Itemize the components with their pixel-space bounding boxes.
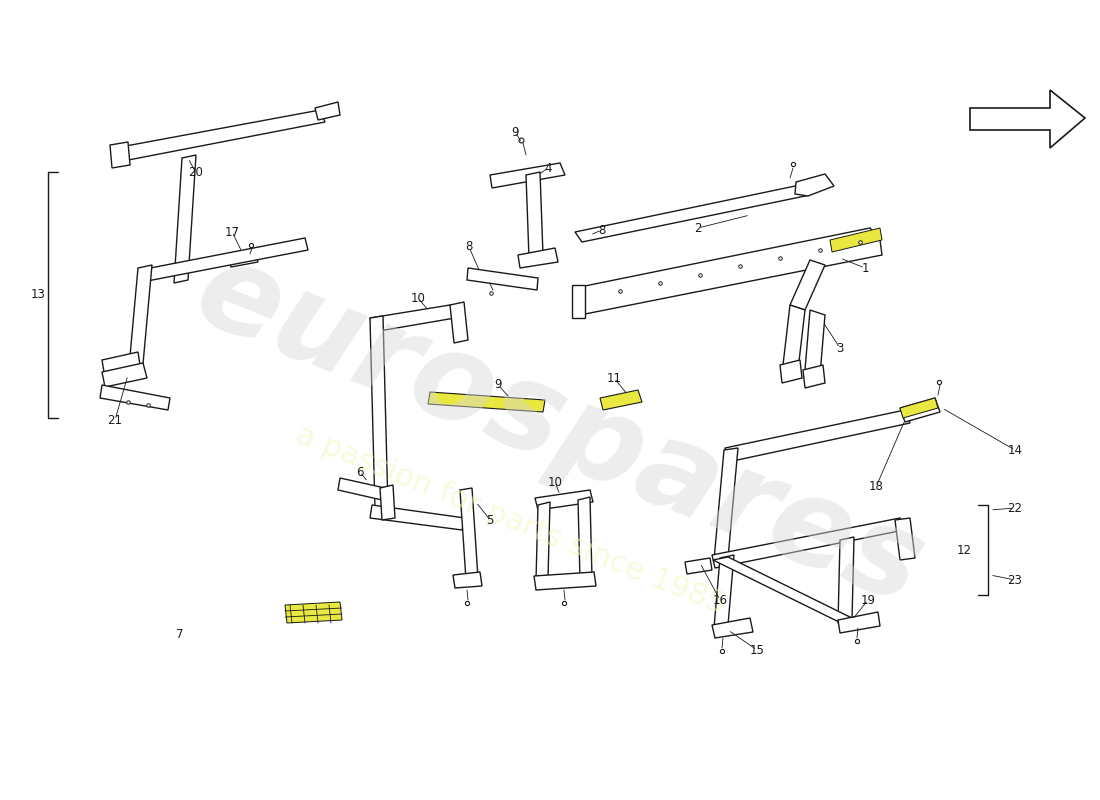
Polygon shape bbox=[575, 228, 882, 315]
Polygon shape bbox=[100, 385, 170, 410]
Polygon shape bbox=[315, 102, 340, 120]
Text: 7: 7 bbox=[176, 629, 184, 642]
Polygon shape bbox=[518, 248, 558, 268]
Text: 20: 20 bbox=[188, 166, 204, 179]
Polygon shape bbox=[790, 260, 825, 310]
Text: 13: 13 bbox=[31, 289, 45, 302]
Polygon shape bbox=[713, 557, 856, 623]
Text: 11: 11 bbox=[606, 371, 621, 385]
Text: 10: 10 bbox=[548, 475, 562, 489]
Polygon shape bbox=[714, 448, 738, 560]
Polygon shape bbox=[174, 155, 196, 283]
Text: 12: 12 bbox=[957, 543, 972, 557]
Text: a passion for parts since 1985: a passion for parts since 1985 bbox=[290, 420, 729, 620]
Polygon shape bbox=[535, 490, 593, 510]
Polygon shape bbox=[725, 410, 910, 462]
Polygon shape bbox=[780, 360, 802, 383]
Polygon shape bbox=[140, 238, 308, 282]
Polygon shape bbox=[572, 285, 585, 318]
Polygon shape bbox=[370, 505, 465, 530]
Polygon shape bbox=[795, 174, 834, 196]
Text: 9: 9 bbox=[494, 378, 502, 391]
Polygon shape bbox=[468, 268, 538, 290]
Text: 8: 8 bbox=[598, 223, 606, 237]
Polygon shape bbox=[805, 310, 825, 375]
Text: 9: 9 bbox=[512, 126, 519, 138]
Polygon shape bbox=[575, 185, 810, 242]
Polygon shape bbox=[900, 398, 940, 422]
Polygon shape bbox=[838, 537, 854, 623]
Polygon shape bbox=[102, 363, 147, 387]
Text: 14: 14 bbox=[1008, 443, 1023, 457]
Text: 18: 18 bbox=[869, 481, 883, 494]
Polygon shape bbox=[228, 250, 258, 267]
Polygon shape bbox=[128, 265, 152, 378]
Text: 6: 6 bbox=[356, 466, 364, 478]
Polygon shape bbox=[379, 485, 395, 520]
Polygon shape bbox=[830, 228, 882, 252]
Text: 3: 3 bbox=[836, 342, 844, 354]
Polygon shape bbox=[116, 110, 324, 162]
Polygon shape bbox=[450, 302, 468, 343]
Text: 22: 22 bbox=[1008, 502, 1023, 514]
Polygon shape bbox=[536, 502, 550, 580]
Text: 15: 15 bbox=[749, 643, 764, 657]
Polygon shape bbox=[714, 555, 734, 628]
Text: 2: 2 bbox=[694, 222, 702, 234]
Polygon shape bbox=[895, 518, 915, 560]
Polygon shape bbox=[534, 572, 596, 590]
Text: 10: 10 bbox=[410, 291, 426, 305]
Polygon shape bbox=[453, 572, 482, 588]
Polygon shape bbox=[526, 172, 543, 258]
Text: 1: 1 bbox=[861, 262, 869, 274]
Polygon shape bbox=[600, 390, 642, 410]
Polygon shape bbox=[578, 497, 592, 580]
Polygon shape bbox=[428, 392, 544, 412]
Polygon shape bbox=[338, 478, 385, 500]
Polygon shape bbox=[460, 488, 478, 580]
Polygon shape bbox=[838, 612, 880, 633]
Polygon shape bbox=[712, 618, 754, 638]
Polygon shape bbox=[685, 558, 712, 574]
Polygon shape bbox=[110, 142, 130, 168]
Polygon shape bbox=[970, 90, 1085, 148]
Text: 4: 4 bbox=[544, 162, 552, 174]
Text: eurospares: eurospares bbox=[179, 231, 940, 629]
Polygon shape bbox=[712, 518, 904, 568]
Text: 8: 8 bbox=[465, 241, 473, 254]
Polygon shape bbox=[370, 305, 455, 332]
Text: 16: 16 bbox=[713, 594, 727, 606]
Polygon shape bbox=[783, 305, 805, 370]
Text: 5: 5 bbox=[486, 514, 494, 526]
Text: 23: 23 bbox=[1008, 574, 1022, 586]
Polygon shape bbox=[900, 398, 938, 418]
Text: 21: 21 bbox=[108, 414, 122, 426]
Text: 17: 17 bbox=[224, 226, 240, 238]
Polygon shape bbox=[803, 365, 825, 388]
Polygon shape bbox=[285, 602, 342, 623]
Polygon shape bbox=[490, 163, 565, 188]
Text: 19: 19 bbox=[860, 594, 876, 606]
Polygon shape bbox=[370, 316, 388, 510]
Polygon shape bbox=[102, 352, 140, 372]
